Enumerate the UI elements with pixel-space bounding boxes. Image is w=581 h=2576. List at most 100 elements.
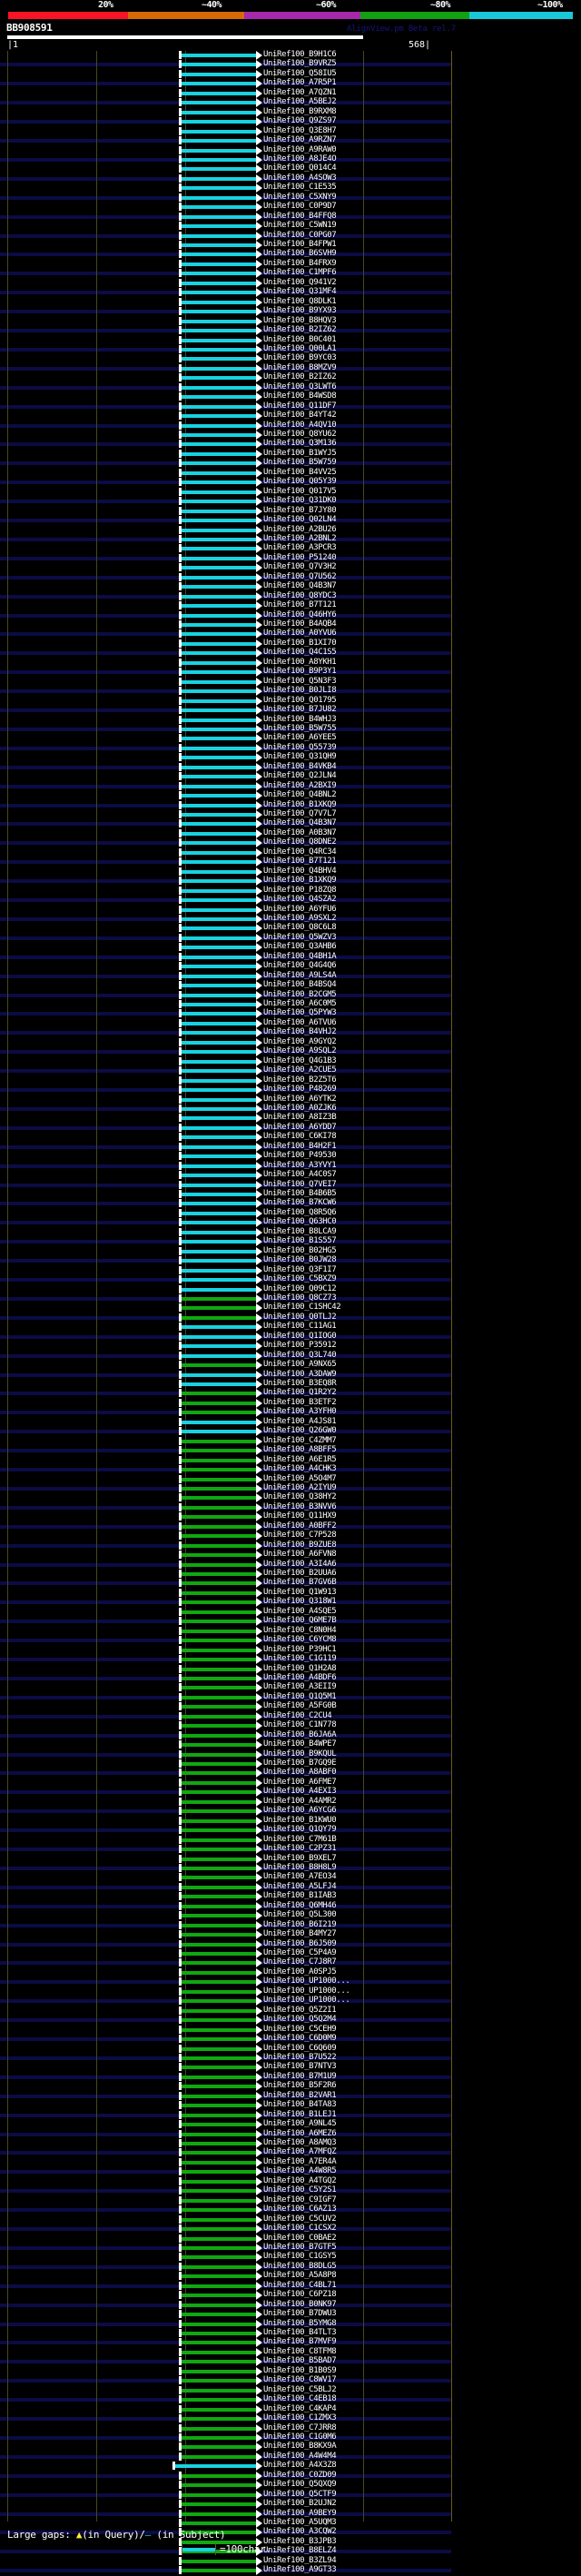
hit-label[interactable]: UniRef100_B3ZL94: [263, 2555, 337, 2565]
table-row[interactable]: UniRef100_Q01795: [0, 695, 581, 707]
hit-label[interactable]: UniRef100_UP1000...: [263, 1986, 350, 1996]
hit-bar[interactable]: [182, 1315, 256, 1320]
hit-bar[interactable]: [182, 1714, 256, 1719]
hit-label[interactable]: UniRef100_B5W759: [263, 458, 337, 468]
hit-label[interactable]: UniRef100_A9BEY9: [263, 2508, 337, 2518]
hit-bar[interactable]: [182, 281, 256, 285]
hit-bar[interactable]: [182, 1401, 256, 1405]
table-row[interactable]: UniRef100_Q09C12: [0, 1284, 581, 1295]
table-row[interactable]: UniRef100_P48269: [0, 1085, 581, 1095]
table-row[interactable]: UniRef100_A4W8R5: [0, 2166, 581, 2177]
table-row[interactable]: UniRef100_Q4BHV4: [0, 867, 581, 877]
table-row[interactable]: UniRef100_B1WYJ5: [0, 449, 581, 460]
hit-label[interactable]: UniRef100_B2IZ62: [263, 325, 337, 335]
hit-bar[interactable]: [182, 1249, 256, 1253]
hit-label[interactable]: UniRef100_Q4RC34: [263, 847, 337, 857]
hit-label[interactable]: UniRef100_A6FME7: [263, 1777, 337, 1787]
hit-label[interactable]: UniRef100_B1XI70: [263, 638, 337, 648]
table-row[interactable]: UniRef100_C4ZMM7: [0, 1436, 581, 1447]
hit-label[interactable]: UniRef100_C7J8R7: [263, 1957, 337, 1967]
table-row[interactable]: UniRef100_B4H2F1: [0, 1142, 581, 1153]
hit-bar[interactable]: [182, 2037, 256, 2042]
hit-label[interactable]: UniRef100_A4JS81: [263, 1416, 337, 1426]
table-row[interactable]: UniRef100_UP1000...: [0, 1986, 581, 1997]
hit-bar[interactable]: [182, 803, 256, 807]
hit-label[interactable]: UniRef100_C1ZMX3: [263, 2413, 337, 2423]
table-row[interactable]: UniRef100_Q941V2: [0, 278, 581, 289]
hit-bar[interactable]: [182, 1581, 256, 1586]
hit-bar[interactable]: [182, 1686, 256, 1690]
table-row[interactable]: UniRef100_Q3LWT6: [0, 382, 581, 393]
table-row[interactable]: UniRef100_B8HQV3: [0, 316, 581, 327]
hit-bar[interactable]: [182, 2104, 256, 2108]
hit-bar[interactable]: [182, 974, 256, 978]
hit-bar[interactable]: [182, 765, 256, 769]
table-row[interactable]: UniRef100_A3CQW2: [0, 2527, 581, 2538]
hit-bar[interactable]: [182, 869, 256, 874]
table-row[interactable]: UniRef100_Q8YU62: [0, 430, 581, 441]
hit-label[interactable]: UniRef100_Q8DLK1: [263, 296, 337, 306]
hit-bar[interactable]: [182, 291, 256, 295]
table-row[interactable]: UniRef100_Q5N3F3: [0, 677, 581, 688]
table-row[interactable]: UniRef100_A5O4M7: [0, 1474, 581, 1485]
table-row[interactable]: UniRef100_A4SOW3: [0, 173, 581, 184]
table-row[interactable]: UniRef100_Q8R5Q6: [0, 1208, 581, 1219]
table-row[interactable]: UniRef100_C0P9D7: [0, 202, 581, 213]
hit-label[interactable]: UniRef100_B9XEL7: [263, 1853, 337, 1863]
table-row[interactable]: UniRef100_A5FG0B: [0, 1701, 581, 1712]
hit-bar[interactable]: [182, 2332, 256, 2335]
table-row[interactable]: UniRef100_Q4B3N7: [0, 818, 581, 829]
hit-label[interactable]: UniRef100_A7MFQZ: [263, 2147, 337, 2157]
hit-bar[interactable]: [182, 632, 256, 637]
hit-label[interactable]: UniRef100_A5BEJ2: [263, 97, 337, 107]
hit-label[interactable]: UniRef100_Q1QY79: [263, 1825, 337, 1835]
table-row[interactable]: UniRef100_B4VV25: [0, 468, 581, 479]
hit-bar[interactable]: [182, 679, 256, 684]
hit-label[interactable]: UniRef100_Q5L300: [263, 1910, 337, 1920]
hit-bar[interactable]: [182, 1050, 256, 1055]
table-row[interactable]: UniRef100_B5W755: [0, 724, 581, 735]
hit-bar[interactable]: [182, 670, 256, 675]
hit-bar[interactable]: [182, 547, 256, 551]
table-row[interactable]: UniRef100_B5YMG8: [0, 2319, 581, 2330]
hit-bar[interactable]: [182, 1069, 256, 1074]
hit-label[interactable]: UniRef100_Q1H2A8: [263, 1663, 337, 1673]
hit-label[interactable]: UniRef100_C1E535: [263, 183, 337, 193]
table-row[interactable]: UniRef100_A2BXI9: [0, 781, 581, 792]
hit-bar[interactable]: [182, 556, 256, 560]
table-row[interactable]: UniRef100_Q11DF7: [0, 401, 581, 412]
table-row[interactable]: UniRef100_A7ER4A: [0, 2157, 581, 2168]
hit-bar[interactable]: [182, 1989, 256, 1994]
hit-label[interactable]: UniRef100_B4FRX9: [263, 258, 337, 268]
hit-bar[interactable]: [182, 1078, 256, 1083]
hit-label[interactable]: UniRef100_A4W4M4: [263, 2451, 337, 2461]
hit-label[interactable]: UniRef100_Q38HY2: [263, 1492, 337, 1502]
hit-bar[interactable]: [182, 1040, 256, 1045]
table-row[interactable]: UniRef100_B1XKQ9: [0, 876, 581, 887]
hit-label[interactable]: UniRef100_P49530: [263, 1151, 337, 1161]
hit-label[interactable]: UniRef100_Q7V7L7: [263, 809, 337, 818]
hit-label[interactable]: UniRef100_Q014C4: [263, 163, 337, 173]
hit-bar[interactable]: [182, 262, 256, 266]
table-row[interactable]: UniRef100_Q4RC34: [0, 847, 581, 858]
hit-bar[interactable]: [182, 2350, 256, 2354]
hit-label[interactable]: UniRef100_B5F2R6: [263, 2081, 337, 2091]
hit-bar[interactable]: [182, 2435, 256, 2440]
hit-label[interactable]: UniRef100_Q1R2Y2: [263, 1388, 337, 1398]
hit-label[interactable]: UniRef100_Q7U562: [263, 571, 337, 581]
hit-label[interactable]: UniRef100_Q8DNE2: [263, 837, 337, 847]
hit-bar[interactable]: [182, 1762, 256, 1766]
hit-label[interactable]: UniRef100_Q01795: [263, 695, 337, 705]
table-row[interactable]: UniRef100_B4VHJ2: [0, 1027, 581, 1038]
hit-bar[interactable]: [182, 1059, 256, 1064]
table-row[interactable]: UniRef100_A4AMR2: [0, 1797, 581, 1808]
hit-label[interactable]: UniRef100_A8AMQ3: [263, 2138, 337, 2147]
hit-label[interactable]: UniRef100_B2VAR1: [263, 2090, 337, 2100]
table-row[interactable]: UniRef100_A6FME7: [0, 1778, 581, 1788]
hit-label[interactable]: UniRef100_A8JE4O: [263, 154, 337, 163]
table-row[interactable]: UniRef100_Q5WZV3: [0, 933, 581, 944]
hit-label[interactable]: UniRef100_A9SQL2: [263, 1046, 337, 1056]
table-row[interactable]: UniRef100_B4FRX9: [0, 258, 581, 270]
hit-label[interactable]: UniRef100_Q31QH9: [263, 752, 337, 762]
hit-label[interactable]: UniRef100_C1MPF6: [263, 268, 337, 278]
